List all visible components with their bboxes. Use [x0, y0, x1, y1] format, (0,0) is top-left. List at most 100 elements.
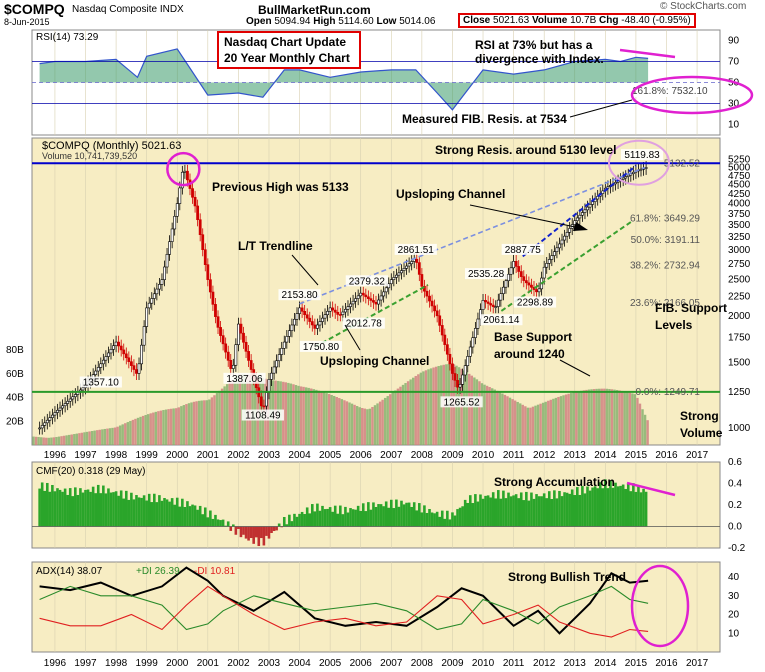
cmf-bar [163, 498, 166, 527]
volume-bar [526, 407, 530, 445]
price-candle-body [150, 298, 154, 304]
price-candle-body [48, 417, 52, 421]
volume-bar [488, 387, 491, 445]
volume-bar [101, 429, 104, 445]
volume-bar [180, 406, 183, 445]
volume-bar [220, 388, 224, 445]
cmf-bar [453, 515, 457, 527]
x-tick-label-1998: 1998 [105, 450, 128, 461]
volume-bar [42, 437, 45, 445]
price-candle-body [451, 363, 454, 374]
volume-bar [562, 395, 565, 445]
cmf-bar [333, 505, 337, 527]
x-tick-label-2015: 2015 [625, 658, 648, 669]
price-candle-body [326, 311, 329, 316]
cmf-bar [519, 492, 523, 527]
cmf-bar [239, 526, 243, 538]
x-tick-label-2014: 2014 [594, 658, 617, 669]
price-candle-body [186, 170, 189, 181]
volume-bar [592, 389, 596, 445]
volume-bar [330, 394, 333, 445]
cmf-bar [481, 498, 485, 527]
price-candle-body [331, 307, 335, 311]
cmf-bar [446, 510, 449, 527]
volume-bar [106, 428, 109, 445]
cmf-bar [127, 499, 131, 527]
volume-bar [348, 402, 351, 445]
previous-high-annotation: Previous High was 5133 [212, 180, 349, 194]
price-candle-body [160, 279, 164, 285]
volume-bar [618, 390, 621, 445]
price-label: 1108.49 [245, 411, 281, 422]
price-candle-body [221, 335, 225, 345]
price-y-tick-3250: 3250 [728, 232, 751, 243]
cmf-bar [318, 510, 322, 527]
price-candle-body [438, 315, 442, 326]
x-tick-label-2011: 2011 [503, 450, 525, 461]
volume-bar [513, 400, 517, 445]
cmf-bar [573, 495, 577, 527]
cmf-bar [193, 505, 197, 527]
price-candle-body [624, 176, 628, 179]
low-value: 5014.06 [399, 16, 436, 27]
volume-bar [108, 428, 112, 445]
volume-bar [136, 417, 140, 445]
volume-bar [103, 428, 107, 445]
price-candle-body [282, 341, 286, 349]
cmf-bar [532, 498, 536, 527]
cmf-bar [614, 482, 617, 527]
cmf-bar [290, 521, 294, 527]
adx-y-tick-10: 10 [728, 628, 740, 639]
volume-bar [511, 399, 514, 445]
cmf-bar [637, 485, 640, 527]
price-candle-body [512, 261, 516, 269]
price-candle-body [163, 266, 166, 280]
volume-tick-40B: 40B [6, 393, 24, 404]
volume-bar [541, 402, 545, 445]
cmf-bar [415, 510, 419, 527]
volume-bar [78, 433, 81, 445]
cmf-bar [578, 494, 582, 527]
price-label: 2012.78 [346, 319, 383, 330]
price-candle-body [196, 205, 200, 221]
price-y-tick-5250: 5250 [728, 155, 751, 166]
volume-bar [417, 374, 420, 445]
price-candle-body [458, 384, 462, 388]
volume-bar [506, 396, 509, 445]
cmf-bar [175, 497, 179, 527]
symbol-title: $COMPQ [4, 1, 65, 17]
volume-bar [175, 408, 178, 445]
volume-bar [534, 405, 537, 445]
ohlc-readout: Open 5094.94 High 5114.60 Low 5014.06 [246, 16, 435, 27]
x-tick-label-2013: 2013 [564, 658, 587, 669]
copyright: © StockCharts.com [660, 1, 747, 12]
volume-bar [508, 397, 512, 445]
cmf-bar [499, 498, 503, 527]
price-label-bg [241, 409, 284, 421]
price-candle-body [527, 282, 531, 286]
fib-support-annotation-line2: Levels [655, 318, 693, 332]
cmf-bar [196, 509, 199, 527]
volume-bar [37, 437, 40, 445]
price-y-tick-3000: 3000 [728, 245, 751, 256]
price-candle-body [313, 324, 317, 329]
price-candle-body [496, 299, 500, 307]
price-candle-body [359, 292, 363, 297]
price-candle-body [519, 271, 523, 277]
volume-bar [569, 393, 573, 445]
price-candle-body [293, 318, 296, 326]
x-tick-label-2003: 2003 [258, 658, 281, 669]
channel-pointer-line [469, 204, 581, 229]
volume-bar [90, 430, 94, 445]
cmf-bar [247, 526, 250, 541]
price-candle-body [494, 306, 498, 308]
cmf-bar [313, 511, 317, 527]
cmf-bar [96, 484, 100, 527]
cmf-bar [537, 496, 541, 527]
price-label-bg [464, 268, 508, 280]
cmf-bar [560, 496, 564, 527]
volume-bar [159, 410, 163, 445]
price-candle-body [265, 392, 268, 407]
volume-bar [118, 425, 122, 445]
